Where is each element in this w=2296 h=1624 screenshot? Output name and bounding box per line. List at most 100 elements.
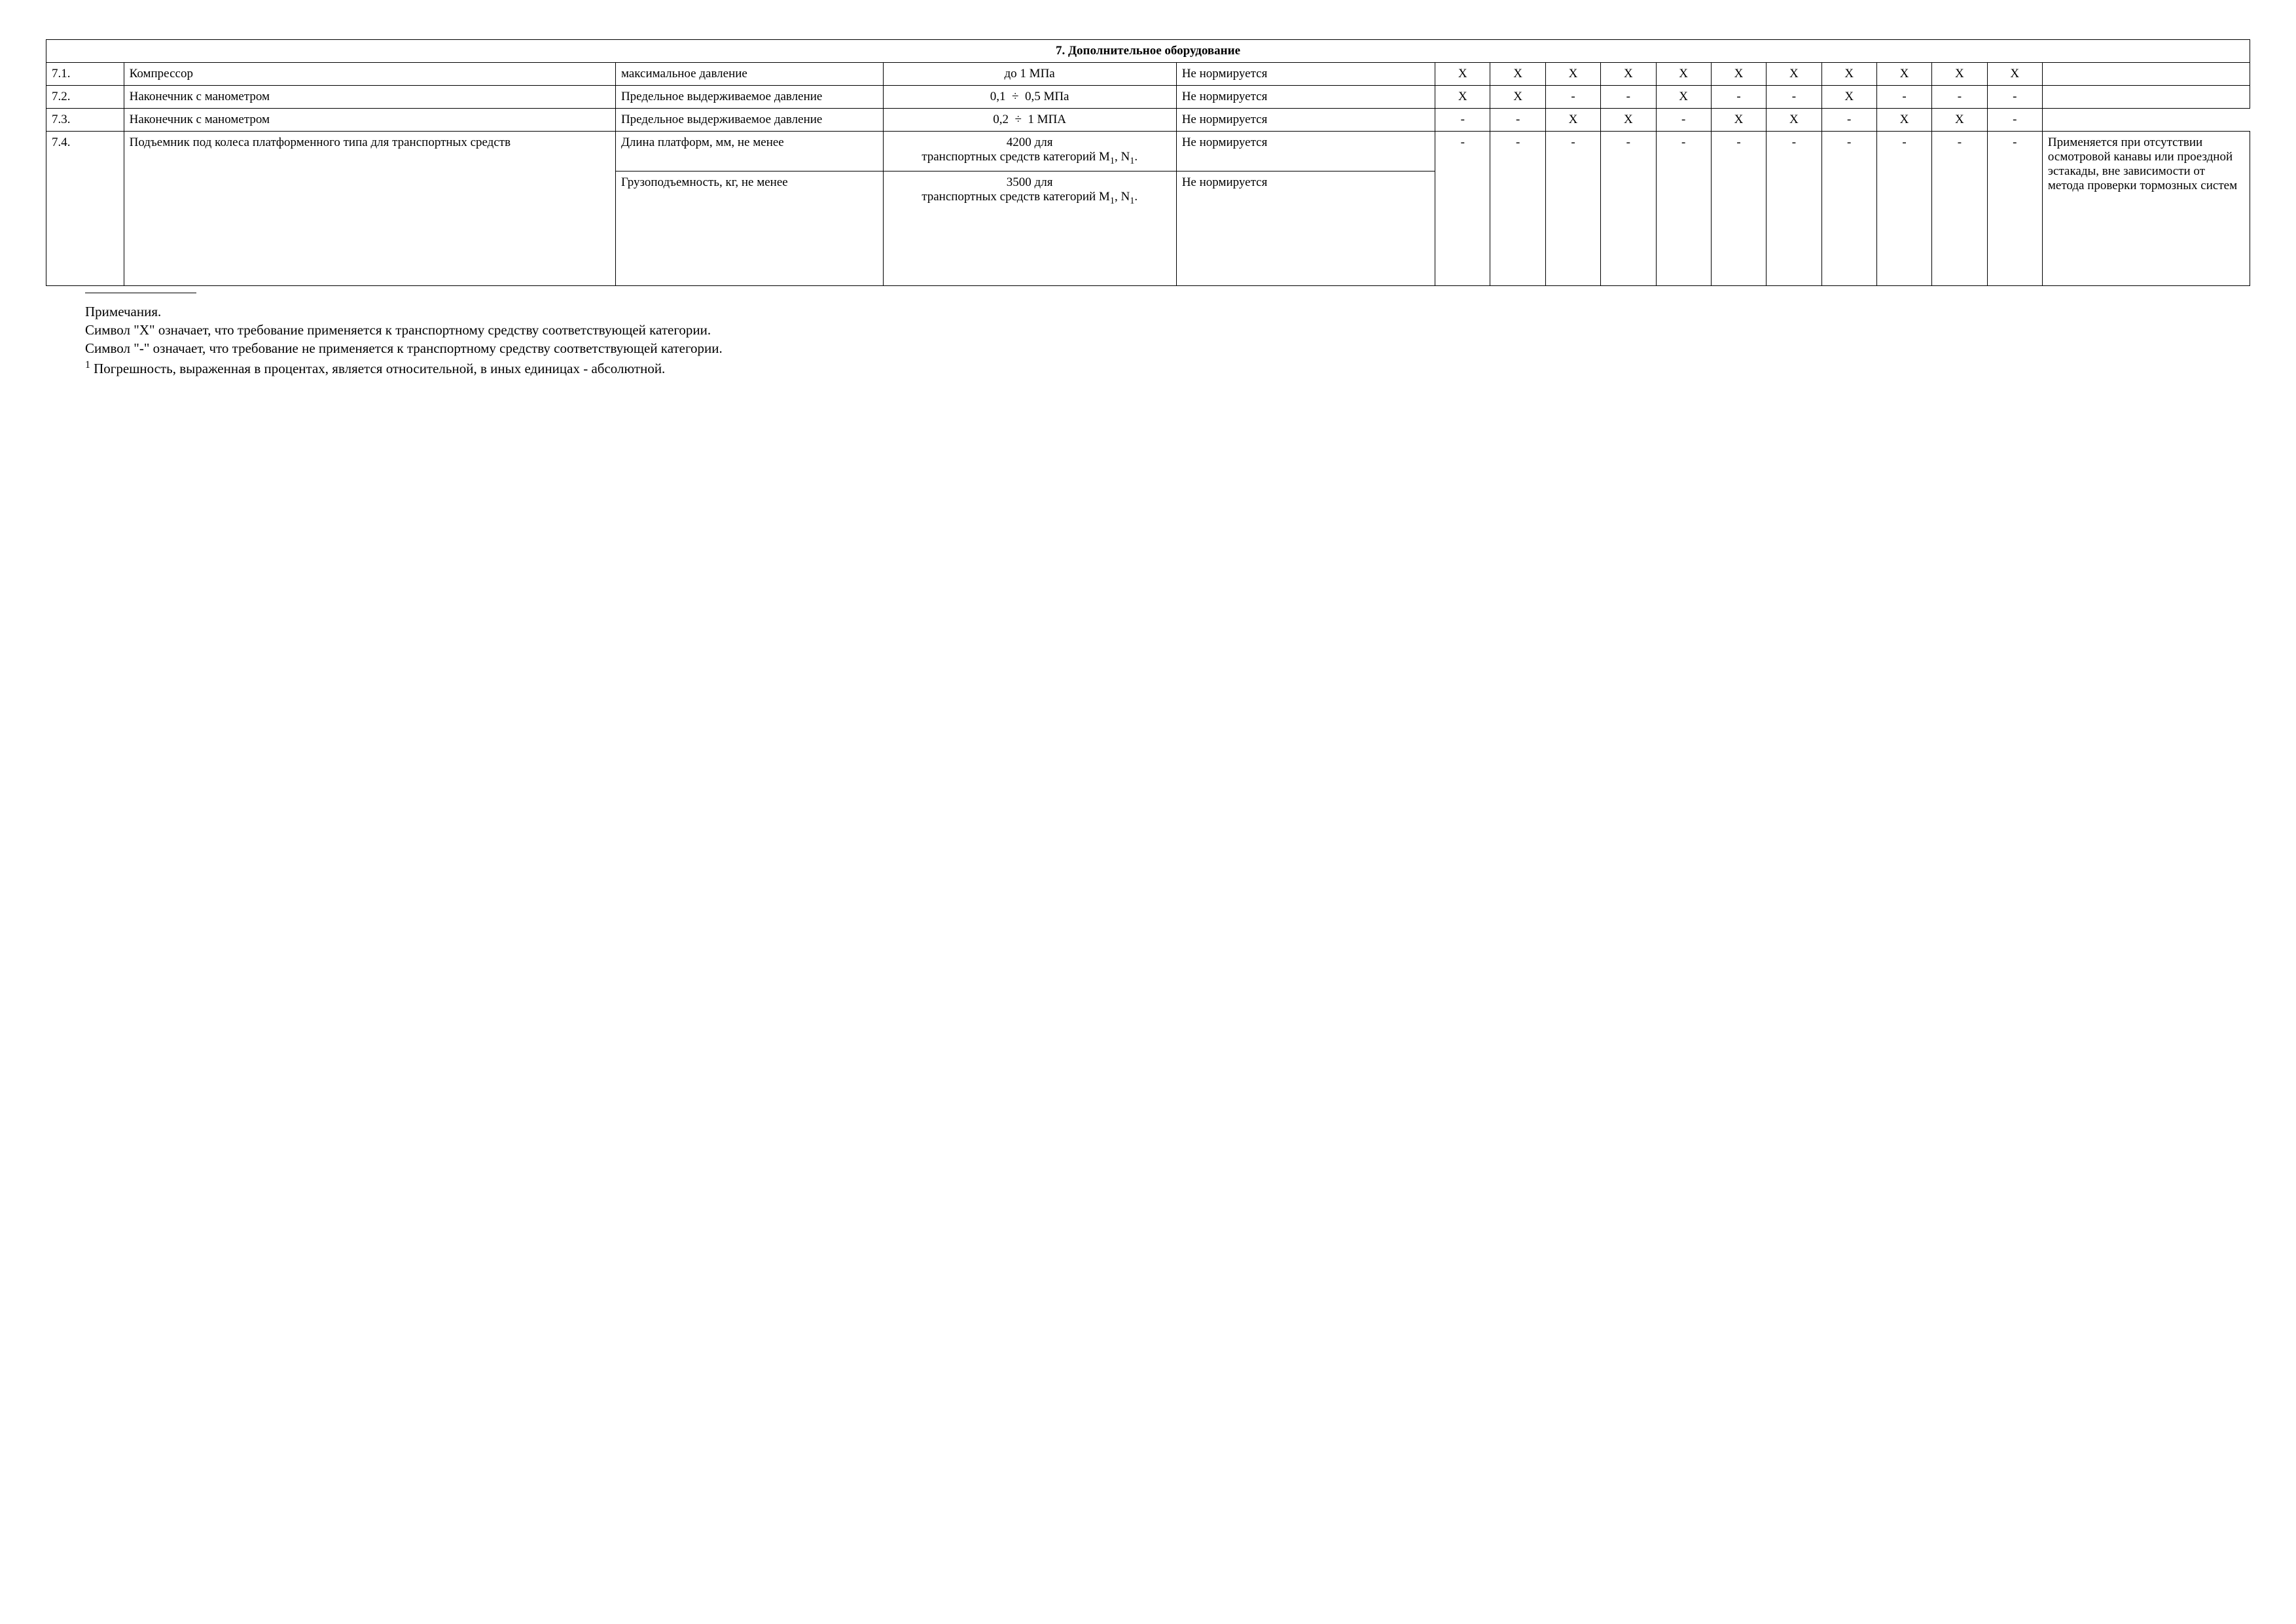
- table-row-72: 7.2. Наконечник с манометром Предельное …: [46, 86, 2250, 109]
- mark-cell: -: [1821, 132, 1876, 286]
- row-range: 3500 для транспортных средств категорий …: [883, 171, 1176, 285]
- row-param: Длина платформ, мм, не менее: [615, 132, 883, 171]
- footnotes-title: Примечания.: [85, 302, 2250, 321]
- row-param: Грузоподъемность, кг, не менее: [615, 171, 883, 285]
- range-line2c: , N: [1115, 190, 1130, 204]
- row-range: 0,1 ÷ 0,5 МПа: [883, 86, 1176, 109]
- range-line1: 4200 для: [1007, 135, 1053, 149]
- mark-cell: X: [1601, 109, 1656, 132]
- row-param: Предельное выдерживаемое давление: [615, 86, 883, 109]
- equipment-table: 7. Дополнительное оборудование 7.1. Комп…: [46, 39, 2250, 286]
- section-header: 7. Дополнительное оборудование: [46, 40, 2250, 63]
- mark-cell: -: [1876, 86, 1931, 109]
- mark-cell: -: [1656, 132, 1711, 286]
- mark-cell: X: [1490, 63, 1545, 86]
- mark-cell: -: [1545, 86, 1600, 109]
- range-line1: 3500 для: [1007, 175, 1053, 189]
- mark-cell: -: [1821, 109, 1876, 132]
- mark-cell: X: [1876, 109, 1931, 132]
- mark-cell: X: [1987, 63, 2042, 86]
- row-range: до 1 МПа: [883, 63, 1176, 86]
- mark-cell: -: [1490, 132, 1545, 286]
- row-notes: [2042, 86, 2250, 109]
- range-b: 0,5 МПа: [1025, 90, 1069, 103]
- divide-icon: ÷: [1012, 113, 1025, 126]
- footnotes-block: Примечания. Символ "X" означает, что тре…: [85, 302, 2250, 378]
- mark-cell: -: [1601, 86, 1656, 109]
- row-norm: Не нормируется: [1176, 63, 1435, 86]
- footnote-line: Символ "-" означает, что требование не п…: [85, 339, 2250, 357]
- mark-cell: -: [1987, 132, 2042, 286]
- row-param: Предельное выдерживаемое давление: [615, 109, 883, 132]
- range-a: 0,2: [993, 113, 1009, 126]
- mark-cell: X: [1711, 63, 1766, 86]
- mark-cell: X: [1932, 109, 1987, 132]
- section-header-row: 7. Дополнительное оборудование: [46, 40, 2250, 63]
- subscript: 1: [1110, 156, 1115, 166]
- mark-cell: X: [1490, 86, 1545, 109]
- row-name: Подъемник под колеса платформенного типа…: [124, 132, 615, 286]
- mark-cell: -: [1711, 132, 1766, 286]
- row-num: 7.2.: [46, 86, 124, 109]
- mark-cell: X: [1545, 63, 1600, 86]
- mark-cell: X: [1767, 109, 1821, 132]
- mark-cell: -: [1490, 109, 1545, 132]
- footnote-sup: 1: [85, 359, 90, 370]
- mark-cell: -: [1987, 86, 2042, 109]
- mark-cell: -: [1932, 86, 1987, 109]
- mark-cell: -: [1711, 86, 1766, 109]
- mark-cell: X: [1821, 86, 1876, 109]
- mark-cell: X: [1876, 63, 1931, 86]
- footnote-text: Погрешность, выраженная в процентах, явл…: [90, 361, 665, 376]
- mark-cell: -: [1932, 132, 1987, 286]
- mark-cell: X: [1545, 109, 1600, 132]
- range-line2: транспортных средств категорий M: [922, 150, 1110, 164]
- row-name: Наконечник с манометром: [124, 86, 615, 109]
- footnote-line: Символ "X" означает, что требование прим…: [85, 321, 2250, 339]
- range-line2: транспортных средств категорий M: [922, 190, 1110, 204]
- mark-cell: X: [1932, 63, 1987, 86]
- mark-cell: -: [1876, 132, 1931, 286]
- row-notes: [2042, 63, 2250, 86]
- row-param: максимальное давление: [615, 63, 883, 86]
- row-num: 7.1.: [46, 63, 124, 86]
- mark-cell: X: [1435, 86, 1490, 109]
- range-a: 0,1: [990, 90, 1006, 103]
- row-norm: Не нормируется: [1176, 171, 1435, 285]
- row-norm: Не нормируется: [1176, 109, 1435, 132]
- row-range: 4200 для транспортных средств категорий …: [883, 132, 1176, 171]
- table-row-73: 7.3. Наконечник с манометром Предельное …: [46, 109, 2250, 132]
- mark-cell: X: [1601, 63, 1656, 86]
- mark-cell: -: [1601, 132, 1656, 286]
- mark-cell: X: [1821, 63, 1876, 86]
- mark-cell: X: [1656, 86, 1711, 109]
- table-row-74a: 7.4. Подъемник под колеса платформенного…: [46, 132, 2250, 171]
- mark-cell: X: [1656, 63, 1711, 86]
- mark-cell: -: [1767, 86, 1821, 109]
- row-name: Компрессор: [124, 63, 615, 86]
- mark-cell: -: [1656, 109, 1711, 132]
- footnote-line: 1 Погрешность, выраженная в процентах, я…: [85, 358, 2250, 378]
- subscript: 1: [1110, 196, 1115, 206]
- range-b: 1 МПА: [1028, 113, 1066, 126]
- row-notes: Применяется при отсутствии осмотровой ка…: [2042, 132, 2250, 286]
- mark-cell: X: [1767, 63, 1821, 86]
- row-range: 0,2 ÷ 1 МПА: [883, 109, 1176, 132]
- mark-cell: -: [1435, 132, 1490, 286]
- subscript: 1: [1130, 156, 1134, 166]
- row-num: 7.3.: [46, 109, 124, 132]
- mark-cell: -: [1767, 132, 1821, 286]
- mark-cell: -: [1987, 109, 2042, 132]
- mark-cell: X: [1711, 109, 1766, 132]
- row-num: 7.4.: [46, 132, 124, 286]
- mark-cell: -: [1435, 109, 1490, 132]
- table-row-71: 7.1. Компрессор максимальное давление до…: [46, 63, 2250, 86]
- divide-icon: ÷: [1009, 90, 1022, 103]
- row-name: Наконечник с манометром: [124, 109, 615, 132]
- mark-cell: -: [1545, 132, 1600, 286]
- row-norm: Не нормируется: [1176, 132, 1435, 171]
- range-line2c: , N: [1115, 150, 1130, 164]
- mark-cell: X: [1435, 63, 1490, 86]
- row-norm: Не нормируется: [1176, 86, 1435, 109]
- subscript: 1: [1130, 196, 1134, 206]
